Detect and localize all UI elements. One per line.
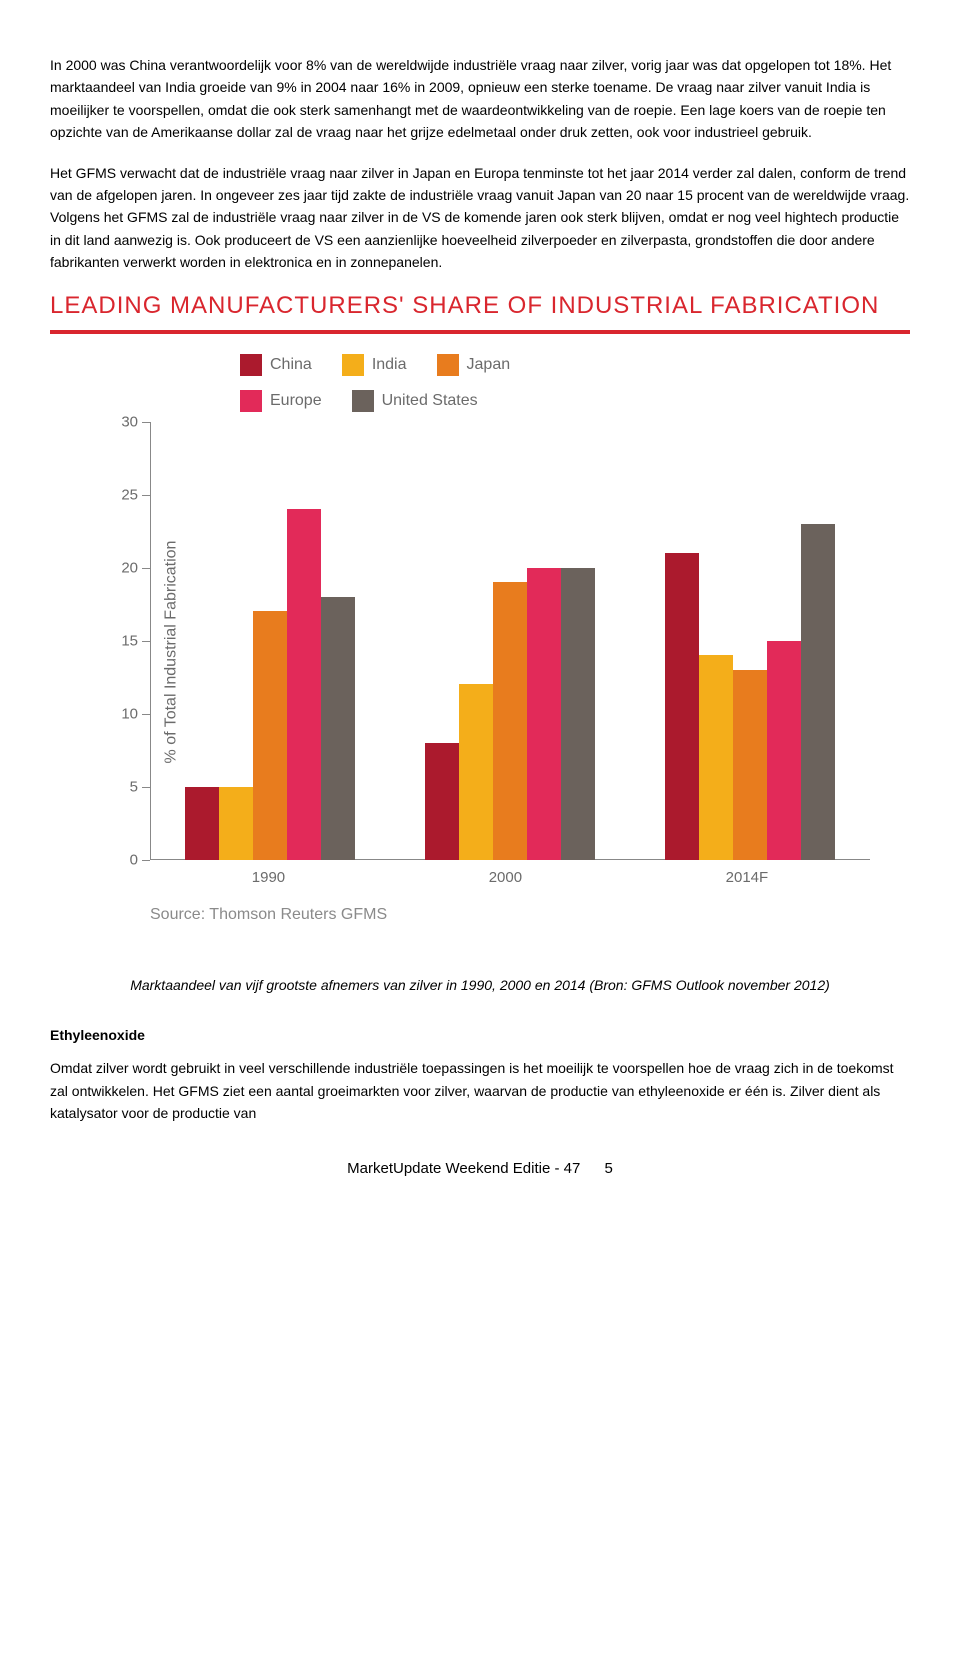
chart-caption: Marktaandeel van vijf grootste afnemers … (50, 974, 910, 998)
y-tick-label: 10 (121, 705, 138, 722)
y-tick-mark (142, 641, 150, 642)
legend-label: China (270, 356, 312, 374)
chart-source: Source: Thomson Reuters GFMS (150, 906, 870, 924)
x-labels: 1990 2000 2014F (150, 869, 870, 886)
legend-item: United States (352, 390, 478, 412)
paragraph-3: Omdat zilver wordt gebruikt in veel vers… (50, 1057, 910, 1124)
bar (733, 670, 767, 860)
y-tick-mark (142, 495, 150, 496)
y-tick-label: 20 (121, 559, 138, 576)
y-tick-mark (142, 714, 150, 715)
y-tick-mark (142, 787, 150, 788)
y-tick-label: 30 (121, 413, 138, 430)
bar (219, 787, 253, 860)
y-tick-label: 5 (130, 778, 138, 795)
bar (459, 684, 493, 859)
y-tick-mark (142, 568, 150, 569)
legend-item: Europe (240, 390, 322, 412)
chart-title: LEADING MANUFACTURERS' SHARE OF INDUSTRI… (50, 292, 910, 320)
y-axis: 051015202530 (110, 422, 150, 860)
legend-label: Europe (270, 392, 322, 410)
legend-label: India (372, 356, 407, 374)
bar (425, 743, 459, 860)
chart-container: LEADING MANUFACTURERS' SHARE OF INDUSTRI… (50, 292, 910, 924)
bar (493, 582, 527, 859)
bar (561, 568, 595, 860)
chart-legend: China India Japan Europe United States (240, 354, 870, 412)
legend-item: Japan (437, 354, 511, 376)
bar (321, 597, 355, 860)
paragraph-1: In 2000 was China verantwoordelijk voor … (50, 54, 910, 144)
x-tick-label: 1990 (252, 869, 285, 886)
legend-swatch (240, 354, 262, 376)
legend-label: Japan (467, 356, 511, 374)
y-tick-label: 15 (121, 632, 138, 649)
bar (767, 641, 801, 860)
paragraph-2: Het GFMS verwacht dat de industriële vra… (50, 162, 910, 274)
bar (527, 568, 561, 860)
y-tick-label: 0 (130, 851, 138, 868)
y-tick-label: 25 (121, 486, 138, 503)
footer-page-number: 5 (605, 1160, 613, 1177)
legend-swatch (240, 390, 262, 412)
chart-plot: % of Total Industrial Fabrication 051015… (120, 422, 870, 882)
section-heading: Ethyleenoxide (50, 1027, 910, 1043)
y-tick-mark (142, 422, 150, 423)
bar (185, 787, 219, 860)
x-tick-label: 2000 (489, 869, 522, 886)
bar (253, 611, 287, 859)
legend-label: United States (382, 392, 478, 410)
legend-item: India (342, 354, 407, 376)
bar (665, 553, 699, 860)
chart-rule (50, 330, 910, 334)
bar-group (425, 568, 595, 860)
bar (287, 509, 321, 859)
bar-group (185, 509, 355, 859)
chart-plot-wrap: ChinaIndiaJapanEuropeUnited States % of … (50, 354, 910, 924)
footer-text: MarketUpdate Weekend Editie - 47 (347, 1160, 580, 1177)
bar (699, 655, 733, 859)
legend-item: China (240, 354, 312, 376)
legend-swatch (352, 390, 374, 412)
page-footer: MarketUpdate Weekend Editie - 47 5 (50, 1160, 910, 1177)
x-tick-label: 2014F (726, 869, 769, 886)
bar (801, 524, 835, 860)
legend-swatch (342, 354, 364, 376)
legend-swatch (437, 354, 459, 376)
bars-area (150, 422, 870, 860)
y-tick-mark (142, 860, 150, 861)
bar-group (665, 524, 835, 860)
